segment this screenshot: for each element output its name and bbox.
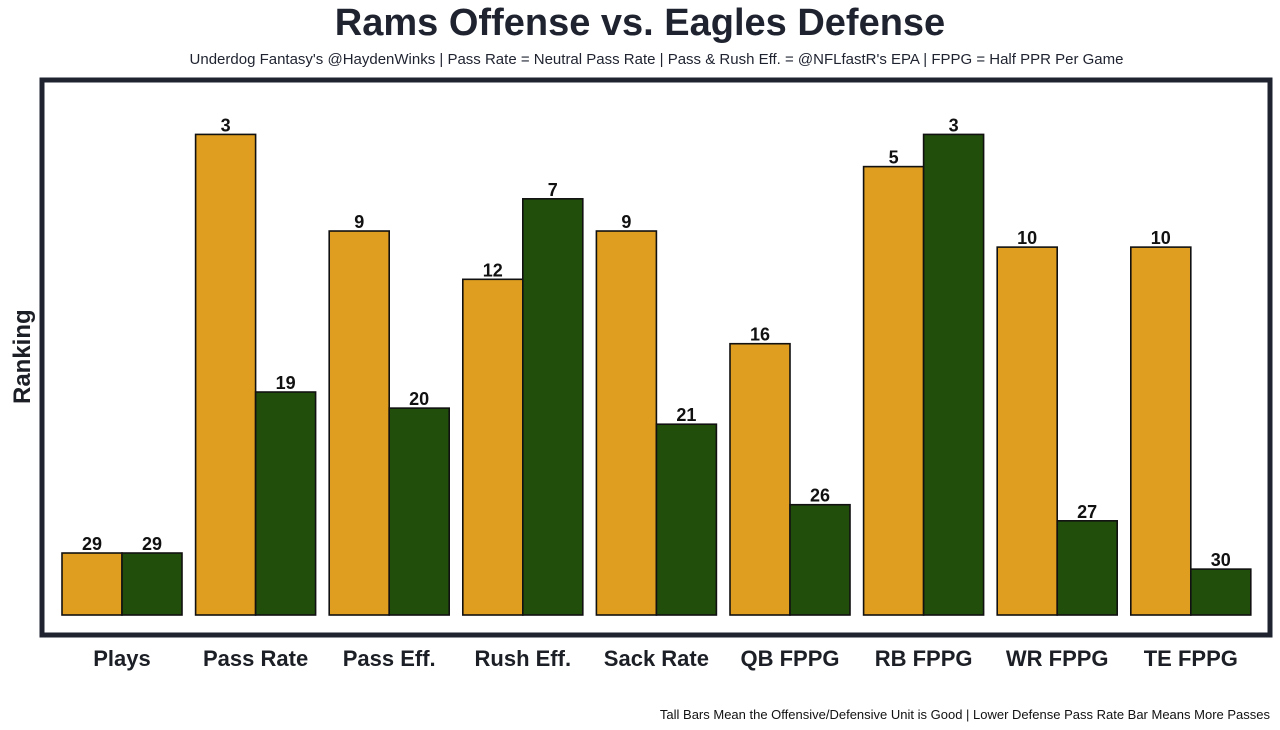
data-label: 27 [1077, 502, 1097, 522]
bar-defense [922, 133, 985, 616]
bar-offense [461, 278, 524, 616]
data-label: 9 [354, 212, 364, 232]
bar-defense [1190, 568, 1252, 616]
data-label: 26 [810, 486, 830, 506]
bar-defense [121, 552, 183, 616]
bar-offense [862, 165, 925, 616]
data-label: 12 [483, 260, 503, 280]
chart-footer: Tall Bars Mean the Offensive/Defensive U… [659, 707, 1270, 722]
bar-offense [194, 133, 257, 616]
bar-offense [1130, 246, 1192, 616]
data-label: 29 [142, 534, 162, 554]
x-tick-label: WR FPPG [1006, 646, 1109, 671]
bar-offense [996, 246, 1059, 616]
x-tick-label: Plays [93, 646, 151, 671]
bar-defense [254, 391, 317, 616]
data-label: 29 [82, 534, 102, 554]
bar-defense [1056, 520, 1118, 616]
x-tick-label: Rush Eff. [475, 646, 572, 671]
data-label: 3 [221, 115, 231, 135]
data-label: 20 [409, 389, 429, 409]
data-label: 10 [1151, 228, 1171, 248]
data-label: 5 [889, 148, 899, 168]
x-tick-label: Sack Rate [604, 646, 709, 671]
data-label: 9 [621, 212, 631, 232]
x-tick-label: TE FPPG [1144, 646, 1238, 671]
plot-frame [39, 77, 1273, 638]
data-label: 19 [276, 373, 296, 393]
bar-offense [729, 342, 791, 616]
bar-defense [789, 503, 851, 616]
data-label: 21 [676, 405, 696, 425]
bar-offense [595, 230, 658, 616]
x-tick-label: Pass Eff. [343, 646, 436, 671]
bar-defense [388, 407, 451, 616]
bar-defense [521, 198, 584, 616]
bar-offense [61, 552, 123, 616]
data-label: 10 [1017, 228, 1037, 248]
chart-subtitle: Underdog Fantasy's @HaydenWinks | Pass R… [189, 51, 1124, 68]
data-label: 16 [750, 325, 770, 345]
data-label: 30 [1211, 550, 1231, 570]
data-label: 3 [949, 115, 959, 135]
chart-title: Rams Offense vs. Eagles Defense [334, 2, 946, 44]
x-tick-label: QB FPPG [740, 646, 839, 671]
bar-offense [328, 230, 391, 616]
x-tick-label: Pass Rate [203, 646, 308, 671]
data-label: 7 [548, 180, 558, 200]
bar-defense [655, 423, 718, 616]
x-tick-label: RB FPPG [875, 646, 973, 671]
